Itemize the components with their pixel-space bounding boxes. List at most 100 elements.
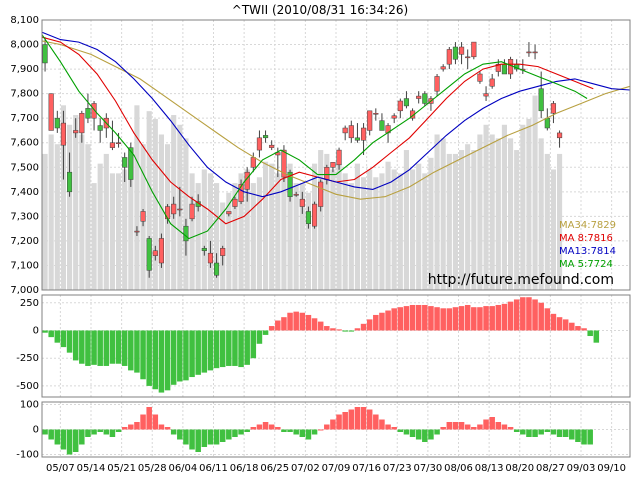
candle-up bbox=[226, 211, 232, 215]
price-tick-label: 7,800 bbox=[10, 89, 39, 100]
osc-bar-negative bbox=[226, 429, 232, 440]
candle-up bbox=[330, 162, 336, 168]
macd-bar-positive bbox=[415, 304, 422, 331]
osc-bar-positive bbox=[458, 422, 465, 430]
date-tick-label: 05/21 bbox=[107, 463, 136, 474]
date-tick-label: 06/25 bbox=[260, 463, 289, 474]
macd-bar-negative bbox=[177, 330, 183, 382]
macd-bar-negative bbox=[66, 330, 73, 353]
candle-up bbox=[73, 130, 79, 134]
candle-up bbox=[269, 144, 275, 148]
osc-bar-negative bbox=[587, 429, 593, 445]
price-tick-label: 8,000 bbox=[10, 40, 39, 51]
candle-down bbox=[354, 137, 361, 141]
volume-bar bbox=[146, 111, 152, 290]
osc-bar-negative bbox=[213, 429, 220, 445]
macd-bar-negative bbox=[164, 330, 171, 391]
macd-bar-negative bbox=[48, 330, 54, 338]
candle-up bbox=[232, 198, 238, 207]
legend-entry: MA 8:7816 bbox=[559, 233, 613, 244]
macd-bar-positive bbox=[458, 306, 465, 331]
date-tick-label: 07/02 bbox=[291, 463, 320, 474]
candle-up bbox=[152, 250, 158, 256]
macd-bar-positive bbox=[526, 297, 532, 331]
candle-down bbox=[97, 125, 103, 131]
candle-up bbox=[318, 181, 324, 207]
osc-bar-positive bbox=[164, 427, 171, 430]
candle-up bbox=[311, 203, 318, 227]
macd-bar-positive bbox=[379, 312, 385, 331]
osc-bar-positive bbox=[256, 424, 263, 430]
candle-down bbox=[501, 63, 508, 75]
candle-up bbox=[299, 198, 305, 207]
osc-bar-negative bbox=[79, 429, 85, 445]
candle-up bbox=[115, 142, 122, 144]
price-tick-label: 7,400 bbox=[10, 187, 39, 198]
macd-bar-negative bbox=[219, 330, 226, 368]
candle-down bbox=[146, 238, 152, 271]
macd-bar-positive bbox=[422, 304, 428, 331]
macd-bar-positive bbox=[446, 308, 453, 331]
panel-frame bbox=[41, 19, 631, 291]
osc-bar-positive bbox=[134, 422, 140, 430]
osc-bar-positive bbox=[440, 427, 446, 430]
osc-bar-negative bbox=[91, 429, 97, 435]
osc-bar-negative bbox=[569, 429, 575, 440]
osc-bar-negative bbox=[238, 429, 244, 435]
candle-up bbox=[489, 78, 495, 87]
macd-bar-positive bbox=[354, 328, 361, 331]
osc-bar-positive bbox=[330, 419, 336, 430]
volume-bar bbox=[507, 138, 514, 290]
volume-bar bbox=[275, 173, 281, 290]
volume-bar bbox=[97, 163, 103, 290]
osc-bar-negative bbox=[85, 429, 91, 437]
volume-bar bbox=[269, 163, 275, 290]
candle-up bbox=[556, 132, 563, 139]
osc-bar-negative bbox=[575, 429, 581, 442]
macd-bar-positive bbox=[507, 301, 514, 331]
price-tick-label: 7,500 bbox=[10, 162, 39, 173]
candle-up bbox=[158, 238, 165, 264]
osc-bar-negative bbox=[305, 429, 312, 440]
macd-bar-negative bbox=[128, 330, 134, 371]
macd-bar-positive bbox=[281, 317, 287, 331]
macd-bar-positive bbox=[544, 308, 551, 331]
macd-bar-positive bbox=[471, 307, 477, 331]
macd-bar-positive bbox=[317, 321, 324, 331]
candle-up bbox=[256, 137, 263, 151]
osc-bar-positive bbox=[262, 422, 269, 430]
volume-bar bbox=[434, 134, 440, 290]
macd-bar-positive bbox=[550, 313, 557, 331]
volume-bar bbox=[158, 134, 165, 290]
macd-bar-negative bbox=[207, 330, 214, 371]
volume-bar bbox=[422, 173, 428, 290]
volume-bar bbox=[115, 173, 122, 290]
volume-bar bbox=[293, 183, 299, 290]
osc-bar-positive bbox=[342, 412, 348, 430]
osc-bar-negative bbox=[232, 429, 238, 437]
candle-up bbox=[164, 206, 171, 220]
volume-bar bbox=[226, 192, 232, 290]
volume-bar bbox=[354, 163, 361, 290]
macd-bar-positive bbox=[575, 326, 581, 331]
volume-bar bbox=[213, 183, 220, 290]
macd-bar-negative bbox=[152, 330, 159, 390]
candle-down bbox=[122, 157, 128, 168]
volume-bar bbox=[379, 173, 385, 290]
candle-down bbox=[422, 93, 428, 104]
volume-bar bbox=[262, 161, 269, 290]
macd-bar-positive bbox=[293, 311, 299, 331]
candle-down bbox=[42, 44, 48, 64]
macd-bar-negative bbox=[115, 330, 122, 364]
volume-bar bbox=[66, 124, 73, 290]
ma-line-ma13 bbox=[41, 31, 631, 198]
osc-bar-negative bbox=[97, 429, 103, 432]
osc-bar-positive bbox=[391, 427, 397, 430]
osc-bar-negative bbox=[219, 429, 226, 442]
osc-bar-negative bbox=[293, 429, 299, 435]
price-tick-label: 7,000 bbox=[10, 285, 39, 296]
macd-bar-positive bbox=[385, 310, 391, 331]
date-tick-label: 05/07 bbox=[46, 463, 75, 474]
macd-bar-positive bbox=[287, 312, 293, 331]
